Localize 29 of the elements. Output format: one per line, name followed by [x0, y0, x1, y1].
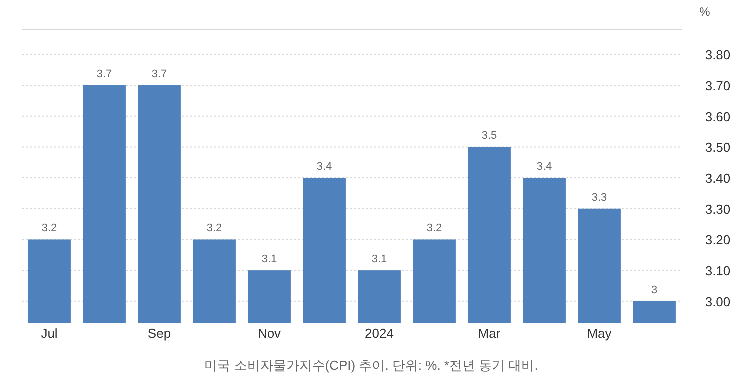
data-label: 3.5	[482, 130, 498, 142]
data-label: 3.7	[96, 68, 112, 81]
data-label: 3.2	[42, 222, 58, 235]
y-tick-label: 3.50	[705, 140, 731, 156]
y-tick-label: 3.30	[705, 202, 731, 217]
x-tick-label: Nov	[258, 326, 282, 341]
data-label: 3.1	[372, 254, 388, 266]
data-label: 3.4	[316, 161, 332, 174]
x-tick-label: May	[587, 326, 612, 341]
data-label: 3.4	[536, 161, 552, 174]
data-label: 3	[651, 284, 658, 296]
text: 미국 소비자물가지수(CPI) 추이. 단위: %. *전년 동기 대비.	[204, 358, 538, 373]
x-tick-label: Mar	[478, 326, 502, 341]
y-tick-label: 3.80	[705, 48, 731, 63]
y-tick-label: 3.60	[705, 109, 731, 124]
y-tick-label: 3.10	[705, 264, 731, 279]
y-axis-title: %	[700, 5, 711, 19]
data-label: 3.2	[426, 222, 442, 235]
y-tick-label: 3.40	[705, 171, 731, 186]
x-tick-label: Sep	[148, 326, 172, 341]
y-tick-label: 3.20	[705, 232, 731, 248]
data-label: 3.1	[262, 254, 278, 266]
y-tick-label: 3.70	[705, 78, 731, 94]
data-label: 3.3	[592, 192, 608, 204]
x-tick-label: Jul	[41, 326, 58, 341]
data-label: 3.2	[206, 222, 222, 235]
y-tick-label: 3.00	[705, 294, 731, 310]
x-tick-label: 2024	[365, 326, 394, 341]
data-label: 3.7	[152, 68, 168, 81]
